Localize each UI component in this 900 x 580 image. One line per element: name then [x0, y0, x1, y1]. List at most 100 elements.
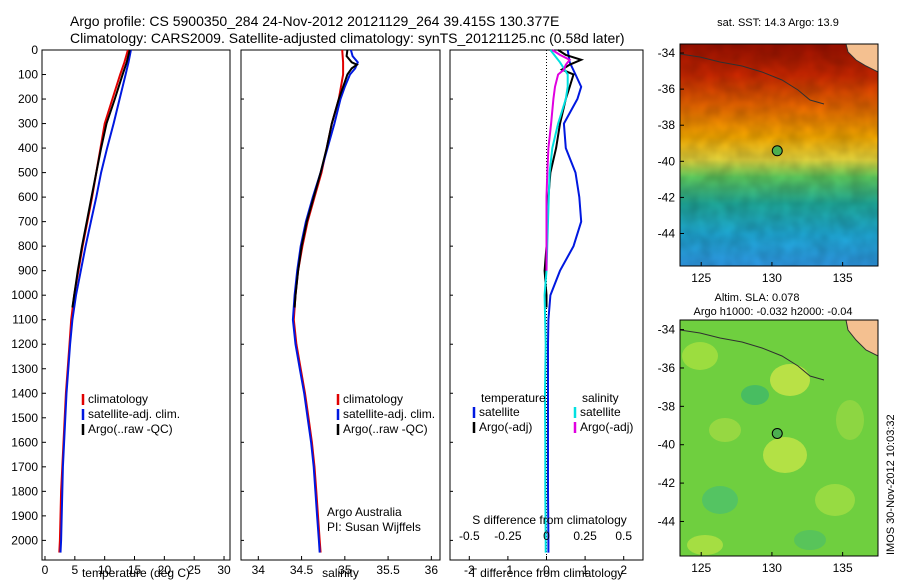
y-tick-label: 1500: [11, 411, 38, 425]
x-tick-label: 20: [158, 563, 172, 577]
difference_panel-xlabel: T difference from climatology: [470, 566, 624, 580]
map-x-tick-label: 135: [833, 271, 853, 285]
sst-map: sat. SST: 14.3 Argo: 13.9 -34 -36 -38 -40 -4…: [658, 17, 879, 285]
sla-argo-marker: [771, 427, 783, 439]
s-tick-label: -0.5: [459, 529, 480, 543]
series-line-satellite-adj-clim-: [291, 49, 359, 553]
x-tick-label: -1: [503, 563, 514, 577]
sla-map: Altim. SLA: 0.078 Argo h1000: -0.032 h20…: [658, 292, 879, 575]
temperature_panel-frame: [41, 49, 231, 561]
s-tick-label: 0.25: [573, 529, 597, 543]
map-x-tick-label: 130: [762, 561, 782, 575]
sst-coastline: [679, 53, 825, 105]
sla-map-title-2: Argo h1000: -0.032 h2000: -0.04: [693, 306, 852, 318]
map-y-tick-label: -34: [658, 323, 676, 337]
x-tick-label: 36: [425, 563, 439, 577]
sla-blobs: [682, 342, 864, 555]
map-y-tick-label: -40: [658, 438, 676, 452]
legend-label: climatology: [343, 392, 403, 406]
y-tick-label: 800: [18, 239, 38, 253]
sst-map-title: sat. SST: 14.3 Argo: 13.9: [717, 17, 839, 29]
header-line-1: Argo profile: CS 5900350_284 24-Nov-2012…: [70, 13, 559, 29]
map-y-tick-label: -44: [658, 227, 676, 241]
temperature-panel: 0100200300400500600700800900100011001200…: [11, 43, 231, 580]
x-tick-label: 34: [252, 563, 266, 577]
y-tick-label: 1000: [11, 288, 38, 302]
series-line-salinity-argo-adj-: [545, 49, 572, 271]
series-line-climatology: [58, 49, 129, 553]
legend-label: satellite: [479, 405, 520, 419]
x-tick-label: 30: [217, 563, 231, 577]
x-tick-label: 15: [128, 563, 142, 577]
legend-label: Argo(-adj): [580, 420, 633, 434]
sla-map-frame: [679, 319, 879, 557]
y-tick-label: 900: [18, 264, 38, 278]
sst-argo-marker: [771, 145, 783, 157]
x-tick-label: -2: [464, 563, 475, 577]
x-tick-label: 10: [98, 563, 112, 577]
map-y-tick-label: -36: [658, 82, 676, 96]
map-y-tick-label: -38: [658, 118, 676, 132]
x-tick-label: 5: [71, 563, 78, 577]
panel-annotation: PI: Susan Wijffels: [327, 520, 421, 534]
timestamp-vertical: IMOS 30-Nov-2012 10:03:32: [885, 414, 897, 555]
sla-map-title-1: Altim. SLA: 0.078: [715, 292, 800, 304]
legend-label: satellite-adj. clim.: [343, 407, 435, 421]
map-x-tick-label: 125: [691, 561, 711, 575]
y-tick-label: 300: [18, 117, 38, 131]
y-tick-label: 1200: [11, 337, 38, 351]
s-tick-label: 0: [543, 529, 550, 543]
y-tick-label: 2000: [11, 533, 38, 547]
y-tick-label: 0: [31, 43, 38, 57]
series-line-argo-raw-qc-: [293, 49, 359, 308]
y-tick-label: 1300: [11, 362, 38, 376]
s-tick-label: 0.5: [615, 529, 632, 543]
map-y-tick-label: -42: [658, 190, 676, 204]
x-tick-label: 0: [543, 563, 550, 577]
sla-coastline: [679, 329, 825, 381]
salinity_panel-xlabel: salinity: [322, 566, 359, 580]
x-tick-label: 1: [582, 563, 589, 577]
y-tick-label: 1700: [11, 460, 38, 474]
y-tick-label: 700: [18, 215, 38, 229]
legend-label: Argo(..raw -QC): [343, 422, 428, 436]
y-tick-label: 1900: [11, 509, 38, 523]
map-y-tick-label: -40: [658, 154, 676, 168]
header-line-2: Climatology: CARS2009. Satellite-adjuste…: [70, 30, 625, 46]
panel-annotation: Argo Australia: [327, 505, 402, 519]
map-y-tick-label: -44: [658, 514, 676, 528]
difference-panel-xlabel-top: S difference from climatology: [472, 513, 627, 527]
x-tick-label: 25: [188, 563, 202, 577]
map-y-tick-label: -38: [658, 399, 676, 413]
difference-panel: -2 -1 0 1 2T difference from climatology temp…: [449, 49, 644, 580]
x-tick-label: 0: [42, 563, 49, 577]
legend-label: satellite: [580, 405, 621, 419]
map-x-tick-label: 125: [691, 271, 711, 285]
series-line-satellite-adj-clim-: [59, 49, 132, 553]
y-tick-label: 100: [18, 68, 38, 82]
series-line-argo-raw-qc-: [71, 49, 131, 308]
y-tick-label: 200: [18, 92, 38, 106]
x-tick-label: 34.5: [290, 563, 314, 577]
legend-label: Argo(..raw -QC): [88, 422, 173, 436]
y-tick-label: 400: [18, 141, 38, 155]
y-tick-label: 1400: [11, 386, 38, 400]
s-tick-label: -0.25: [494, 529, 522, 543]
y-tick-label: 600: [18, 190, 38, 204]
series-line-temperature-satellite: [547, 49, 583, 553]
y-tick-label: 1800: [11, 484, 38, 498]
map-y-tick-label: -42: [658, 476, 676, 490]
map-y-tick-label: -34: [658, 46, 676, 60]
map-y-tick-label: -36: [658, 361, 676, 375]
legend-label: Argo(-adj): [479, 420, 532, 434]
map-x-tick-label: 135: [833, 561, 853, 575]
y-tick-label: 500: [18, 166, 38, 180]
y-tick-label: 1600: [11, 435, 38, 449]
y-tick-label: 1100: [12, 313, 38, 327]
map-x-tick-label: 130: [762, 271, 782, 285]
temperature_panel-xlabel: temperature (deg C): [82, 566, 190, 580]
series-line-climatology: [292, 49, 345, 553]
salinity_panel-frame: [240, 49, 441, 561]
legend-heading-temperature: temperature: [481, 391, 546, 405]
x-tick-label: 35: [338, 563, 352, 577]
